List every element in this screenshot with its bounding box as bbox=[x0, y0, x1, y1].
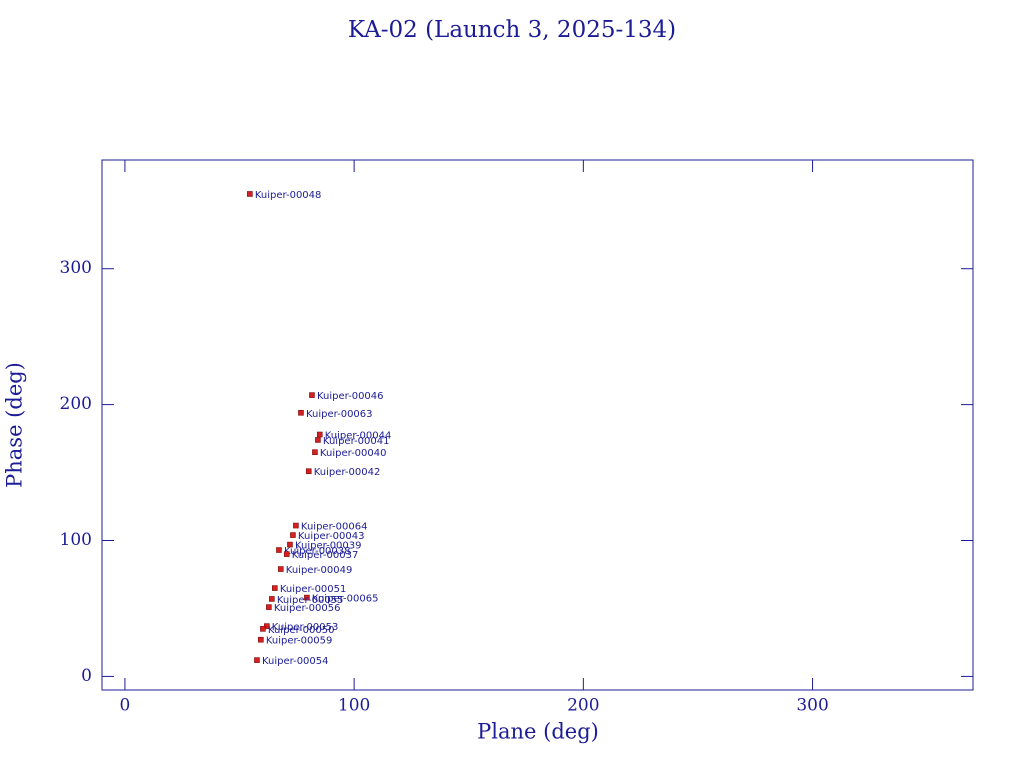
point bbox=[290, 532, 296, 538]
point bbox=[312, 449, 318, 455]
point bbox=[309, 392, 315, 398]
x-tick-label: 300 bbox=[796, 696, 828, 716]
point-label: Kuiper-00059 bbox=[266, 636, 333, 647]
point bbox=[247, 191, 253, 197]
point bbox=[316, 431, 323, 438]
point-label: Kuiper-00053 bbox=[272, 622, 339, 633]
point-label: Kuiper-00041 bbox=[323, 436, 390, 447]
point bbox=[272, 585, 278, 591]
point bbox=[260, 626, 266, 632]
point-label: Kuiper-00042 bbox=[314, 467, 381, 478]
y-tick-label: 300 bbox=[60, 258, 92, 278]
point-label: Kuiper-00049 bbox=[286, 565, 353, 576]
point bbox=[287, 541, 293, 548]
point bbox=[276, 547, 282, 553]
x-tick-label: 100 bbox=[338, 696, 370, 716]
point-label: Kuiper-00040 bbox=[320, 448, 387, 459]
point-label: Kuiper-00065 bbox=[312, 594, 379, 605]
point-label: Kuiper-00043 bbox=[298, 531, 365, 542]
point-label: Kuiper-00055 bbox=[277, 595, 344, 606]
point bbox=[298, 409, 304, 416]
point-label: Kuiper-00063 bbox=[306, 409, 373, 420]
point-label: Kuiper-00044 bbox=[325, 431, 392, 442]
point-label: Kuiper-00046 bbox=[317, 391, 384, 402]
point-label: Kuiper-00050 bbox=[268, 625, 335, 636]
chart-title: KA-02 (Launch 3, 2025-134) bbox=[348, 17, 676, 43]
x-tick-label: 200 bbox=[567, 696, 599, 716]
point bbox=[293, 522, 299, 529]
point bbox=[305, 468, 312, 475]
point bbox=[266, 604, 272, 610]
y-tick-label: 100 bbox=[60, 530, 92, 550]
point bbox=[277, 566, 284, 572]
point bbox=[258, 636, 264, 643]
y-tick-label: 200 bbox=[60, 394, 92, 414]
point-label: Kuiper-00054 bbox=[262, 656, 329, 667]
y-tick-label: 0 bbox=[81, 666, 92, 686]
x-tick-label: 0 bbox=[120, 696, 131, 716]
point-label: Kuiper-00064 bbox=[301, 522, 368, 533]
point-label: Kuiper-00051 bbox=[280, 584, 347, 595]
point bbox=[283, 551, 290, 557]
plot-frame bbox=[101, 159, 974, 691]
y-axis-label: Phase (deg) bbox=[3, 362, 27, 488]
point bbox=[254, 657, 260, 663]
point-label: Kuiper-00039 bbox=[295, 541, 362, 552]
x-axis-label: Plane (deg) bbox=[477, 720, 599, 744]
point-label: Kuiper-00056 bbox=[274, 603, 341, 614]
point bbox=[315, 437, 321, 443]
point-label: Kuiper-00038 bbox=[284, 546, 351, 557]
point bbox=[269, 596, 275, 602]
point bbox=[304, 594, 310, 601]
point-label: Kuiper-00048 bbox=[255, 190, 322, 201]
point-label: Kuiper-00037 bbox=[292, 550, 359, 561]
